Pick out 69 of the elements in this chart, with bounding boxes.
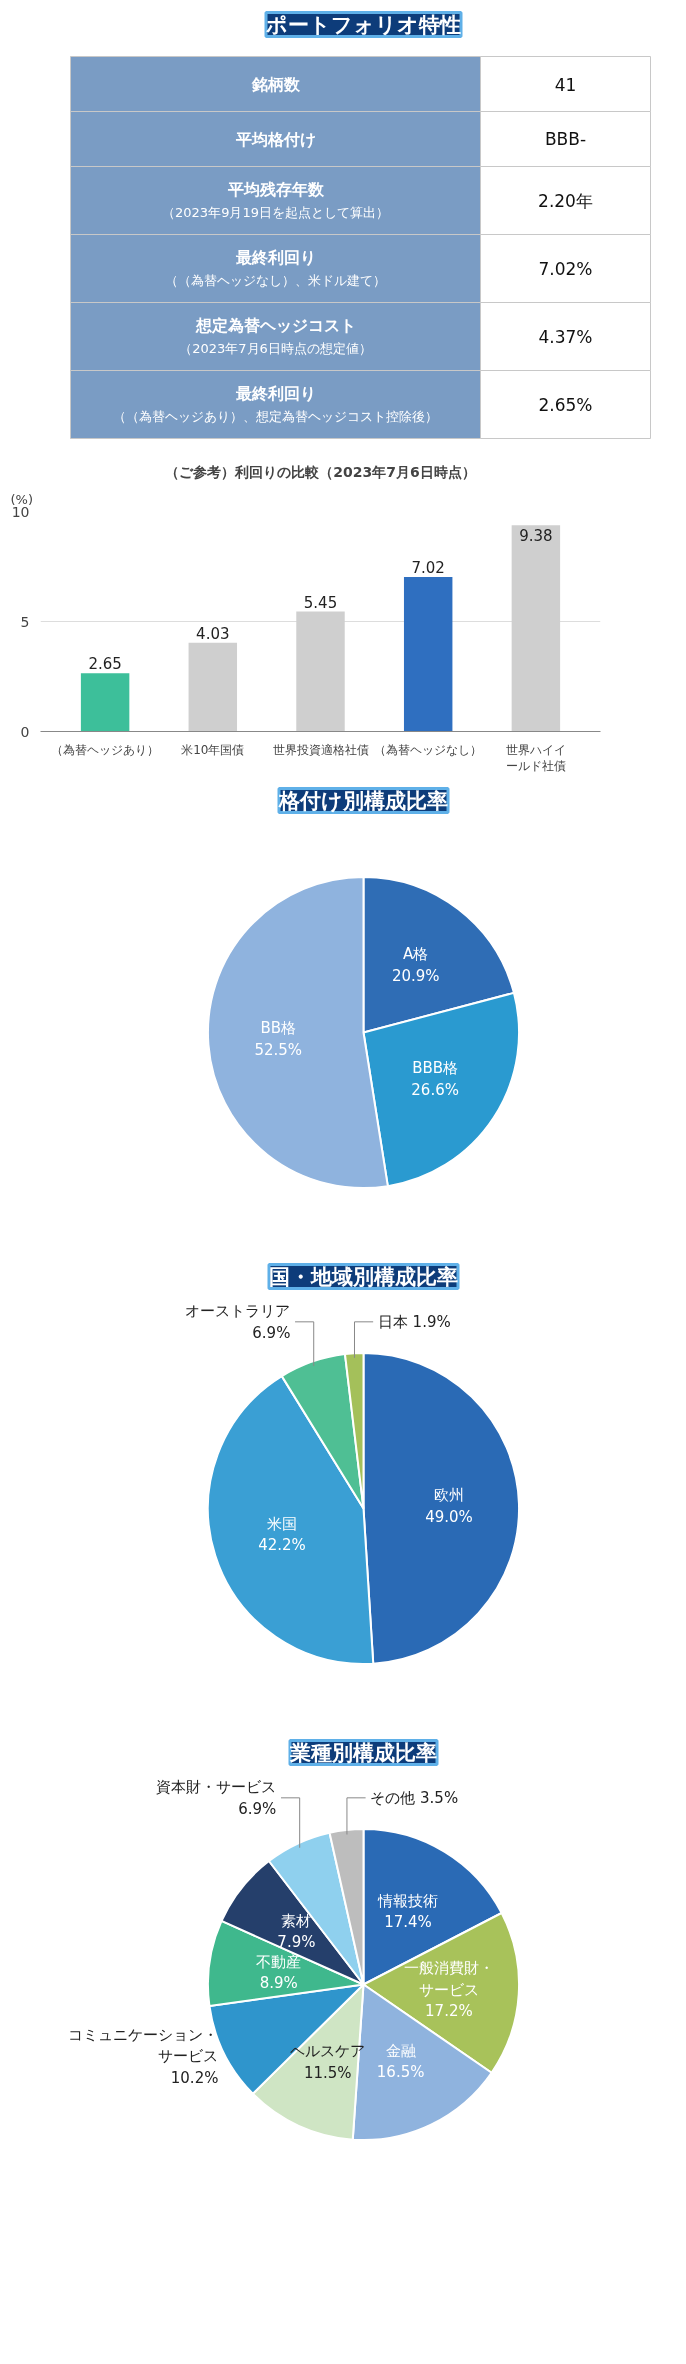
category-label: 銘柄数: [250, 74, 301, 94]
data-label: 7.9%: [277, 1933, 316, 1952]
bar: [296, 611, 345, 732]
data-label: 26.6%: [411, 1081, 459, 1100]
text: 4.37%: [538, 326, 593, 347]
slice-label: BBB格: [412, 1059, 459, 1078]
text: 2.20年: [538, 190, 593, 211]
slice-label: 一般消費財・サービス: [403, 1959, 494, 1999]
text: BBB-: [544, 129, 587, 149]
data-label: 10.2%: [170, 2068, 219, 2087]
slice-label: ヘルスケア: [290, 2042, 366, 2061]
x-tick-label: 世界ハイイールド社債: [505, 742, 566, 774]
data-label: 2.65: [88, 655, 122, 674]
text: 2.65%: [538, 394, 593, 415]
category-label: 想定為替ヘッジコスト: [194, 316, 356, 335]
chart-title: 格付け別構成比率: [278, 788, 448, 813]
y-tick-label: 5: [20, 613, 30, 630]
data-label: 6.9%: [238, 1799, 277, 1818]
slice-label: 不動産: [256, 1952, 302, 1971]
x-tick-label: 世界投資適格社債: [272, 742, 369, 757]
slice-label: 情報技術: [376, 1891, 438, 1910]
y-axis-title: (%): [10, 491, 33, 507]
data-label: 9.38: [519, 527, 553, 546]
slice-label: 日本 1.9%: [377, 1312, 451, 1331]
data-label: 4.03: [196, 624, 230, 643]
data-label: 52.5%: [254, 1041, 303, 1060]
slice-label: 素材: [281, 1911, 312, 1930]
data-label: 7.02: [411, 559, 445, 578]
data-label: 17.4%: [384, 1913, 432, 1932]
slice-label: 資本財・サービス: [156, 1778, 277, 1797]
slice-label: A格: [403, 944, 429, 963]
slice-label: コミュニケーション・サービス: [68, 2025, 219, 2066]
x-tick-label: （為替ヘッジなし）: [374, 742, 483, 757]
chart-title: （ご参考）利回りの比較（2023年7月6日時点）: [165, 463, 476, 480]
slice-label: BB格: [260, 1019, 297, 1038]
bar: [80, 673, 130, 732]
category-label: 平均格付け: [234, 129, 316, 149]
text: （2023年9月19日を起点として算出）: [162, 205, 389, 220]
text: 7.02%: [538, 258, 593, 279]
data-label: 11.5%: [303, 2064, 352, 2083]
category-label: 平均残存年数: [226, 180, 325, 199]
text: （（為替ヘッジなし）、米ドル建て）: [165, 273, 386, 288]
category-label: 最終利回り: [234, 384, 316, 403]
slice-label: 欧州: [434, 1486, 465, 1505]
category-label: 最終利回り: [234, 248, 316, 267]
slice-label: その他 3.5%: [370, 1788, 459, 1807]
text: （（為替ヘッジあり）、想定為替ヘッジコスト控除後）: [113, 409, 438, 424]
bar: [403, 577, 453, 732]
bar: [511, 525, 561, 732]
data-label: 16.5%: [376, 2063, 425, 2082]
slice-label: 金融: [385, 2041, 416, 2060]
slice-label: オーストラリア: [185, 1302, 291, 1321]
data-label: 8.9%: [259, 1974, 298, 1993]
data-label: 49.0%: [425, 1507, 473, 1526]
slice-label: 米国: [266, 1514, 297, 1533]
text: 41: [554, 74, 577, 95]
data-label: 42.2%: [258, 1536, 306, 1555]
data-label: 5.45: [303, 593, 338, 612]
data-label: 17.2%: [425, 2002, 473, 2021]
x-tick-label: 米10年国債: [181, 742, 245, 757]
chart-title: 業種別構成比率: [289, 1740, 437, 1765]
bar: [188, 642, 238, 732]
data-label: 6.9%: [252, 1323, 291, 1342]
x-tick-label: （為替ヘッジあり）: [51, 742, 160, 757]
y-tick-label: 0: [20, 723, 30, 740]
data-label: 20.9%: [391, 966, 440, 985]
chart-title: 国・地域別構成比率: [269, 1264, 458, 1289]
text: （2023年7月6日時点の想定値）: [179, 341, 372, 356]
text: ポートフォリオ特性: [265, 12, 461, 37]
